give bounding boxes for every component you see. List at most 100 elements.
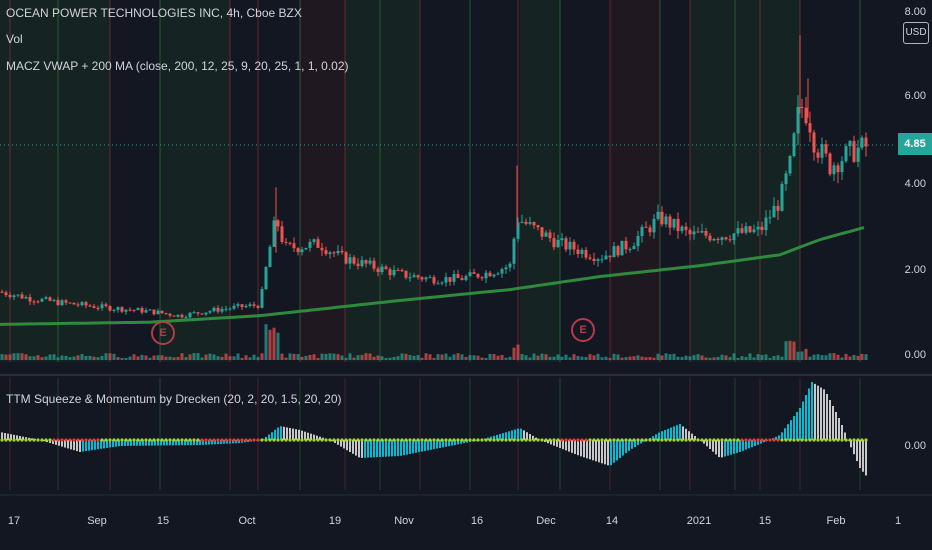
volume-bar [76, 355, 80, 360]
momentum-bar [583, 440, 585, 458]
candle-body [612, 246, 616, 258]
candle-body [252, 304, 256, 306]
candle-body [840, 161, 844, 173]
volume-bar [404, 353, 408, 360]
momentum-bar [493, 435, 495, 440]
momentum-bar [607, 440, 609, 466]
squeeze-dot [36, 438, 40, 442]
volume-bar [688, 356, 692, 360]
momentum-bar [334, 440, 336, 443]
volume-bar [536, 355, 540, 360]
regime-band [610, 0, 660, 362]
momentum-bar [61, 440, 63, 447]
candle-body [88, 305, 92, 307]
volume-bar [408, 355, 412, 360]
squeeze-dot [120, 438, 124, 442]
volume-bar [216, 356, 220, 360]
currency-selector[interactable]: USD [903, 22, 929, 44]
volume-bar [264, 324, 268, 360]
momentum-bar [283, 426, 285, 440]
momentum-bar [94, 440, 96, 450]
macz-indicator-legend[interactable]: MACZ VWAP + 200 MA (close, 200, 12, 25, … [6, 59, 349, 73]
momentum-bar [556, 440, 558, 447]
squeeze-dot [332, 438, 336, 442]
volume-bar [644, 357, 648, 360]
squeeze-dot [196, 438, 200, 442]
momentum-bar [745, 440, 747, 450]
volume-bar [388, 357, 392, 360]
regime-band [520, 0, 560, 362]
momentum-bar [130, 440, 132, 446]
squeeze-dot [440, 438, 444, 442]
squeeze-dot [548, 438, 552, 442]
volume-bar [144, 355, 148, 360]
squeeze-dot [424, 438, 428, 442]
symbol-legend[interactable]: OCEAN POWER TECHNOLOGIES INC, 4h, Cboe B… [6, 6, 302, 20]
momentum-bar [679, 424, 681, 440]
volume-bar [412, 355, 416, 360]
volume-bar [156, 355, 160, 360]
squeeze-dot [572, 438, 576, 442]
volume-bar [840, 357, 844, 360]
candle-body [756, 226, 760, 230]
squeeze-dot [756, 438, 760, 442]
momentum-bar [22, 436, 24, 440]
squeeze-dot [624, 438, 628, 442]
squeeze-dot [104, 438, 108, 442]
candle-body [736, 228, 740, 234]
time-label-feb: Feb [826, 515, 846, 527]
squeeze-dot [64, 438, 68, 442]
candle-body [308, 241, 312, 248]
momentum-bar [628, 440, 630, 451]
squeeze-dot [672, 438, 676, 442]
momentum-bar [802, 401, 804, 440]
momentum-bar [808, 388, 810, 440]
momentum-bar [286, 427, 288, 440]
ttm-indicator-legend[interactable]: TTM Squeeze & Momentum by Drecken (20, 2… [6, 392, 342, 406]
volume-bar [348, 353, 352, 360]
candle-body [100, 304, 104, 309]
momentum-bar [52, 440, 54, 444]
volume-legend[interactable]: Vol [6, 32, 23, 46]
momentum-bar [676, 425, 678, 440]
candle-body [124, 309, 128, 312]
squeeze-dot [48, 438, 52, 442]
candle-body [148, 309, 152, 311]
momentum-bar [73, 440, 75, 451]
momentum-bar [793, 416, 795, 440]
volume-bar [180, 353, 184, 360]
momentum-bar [439, 440, 441, 448]
momentum-bar [670, 427, 672, 440]
squeeze-dot [468, 438, 472, 442]
earnings-marker-1[interactable]: E [151, 321, 175, 345]
candle-body [628, 249, 632, 251]
squeeze-dot [656, 438, 660, 442]
squeeze-dot [32, 438, 36, 442]
candle-body [624, 240, 628, 250]
candle-body [764, 217, 768, 231]
momentum-bar [460, 440, 462, 444]
candle-body [108, 306, 112, 311]
candle-body [132, 309, 136, 311]
candle-body [84, 302, 88, 306]
momentum-bar [118, 440, 120, 447]
volume-bar [632, 356, 636, 360]
volume-bar [720, 354, 724, 360]
candle-body [208, 311, 212, 313]
squeeze-dot [272, 438, 276, 442]
momentum-bar [172, 440, 174, 446]
momentum-bar [640, 440, 642, 444]
squeeze-dot [168, 438, 172, 442]
volume-bar [736, 357, 740, 360]
squeeze-dot [640, 438, 644, 442]
candle-body [820, 144, 824, 158]
candle-body [824, 144, 828, 154]
squeeze-dot [156, 438, 160, 442]
momentum-bar [844, 432, 846, 440]
momentum-bar [775, 436, 777, 440]
candle-body [320, 247, 324, 251]
squeeze-dot [804, 438, 808, 442]
earnings-marker-2[interactable]: E [571, 318, 595, 342]
squeeze-dot [796, 438, 800, 442]
